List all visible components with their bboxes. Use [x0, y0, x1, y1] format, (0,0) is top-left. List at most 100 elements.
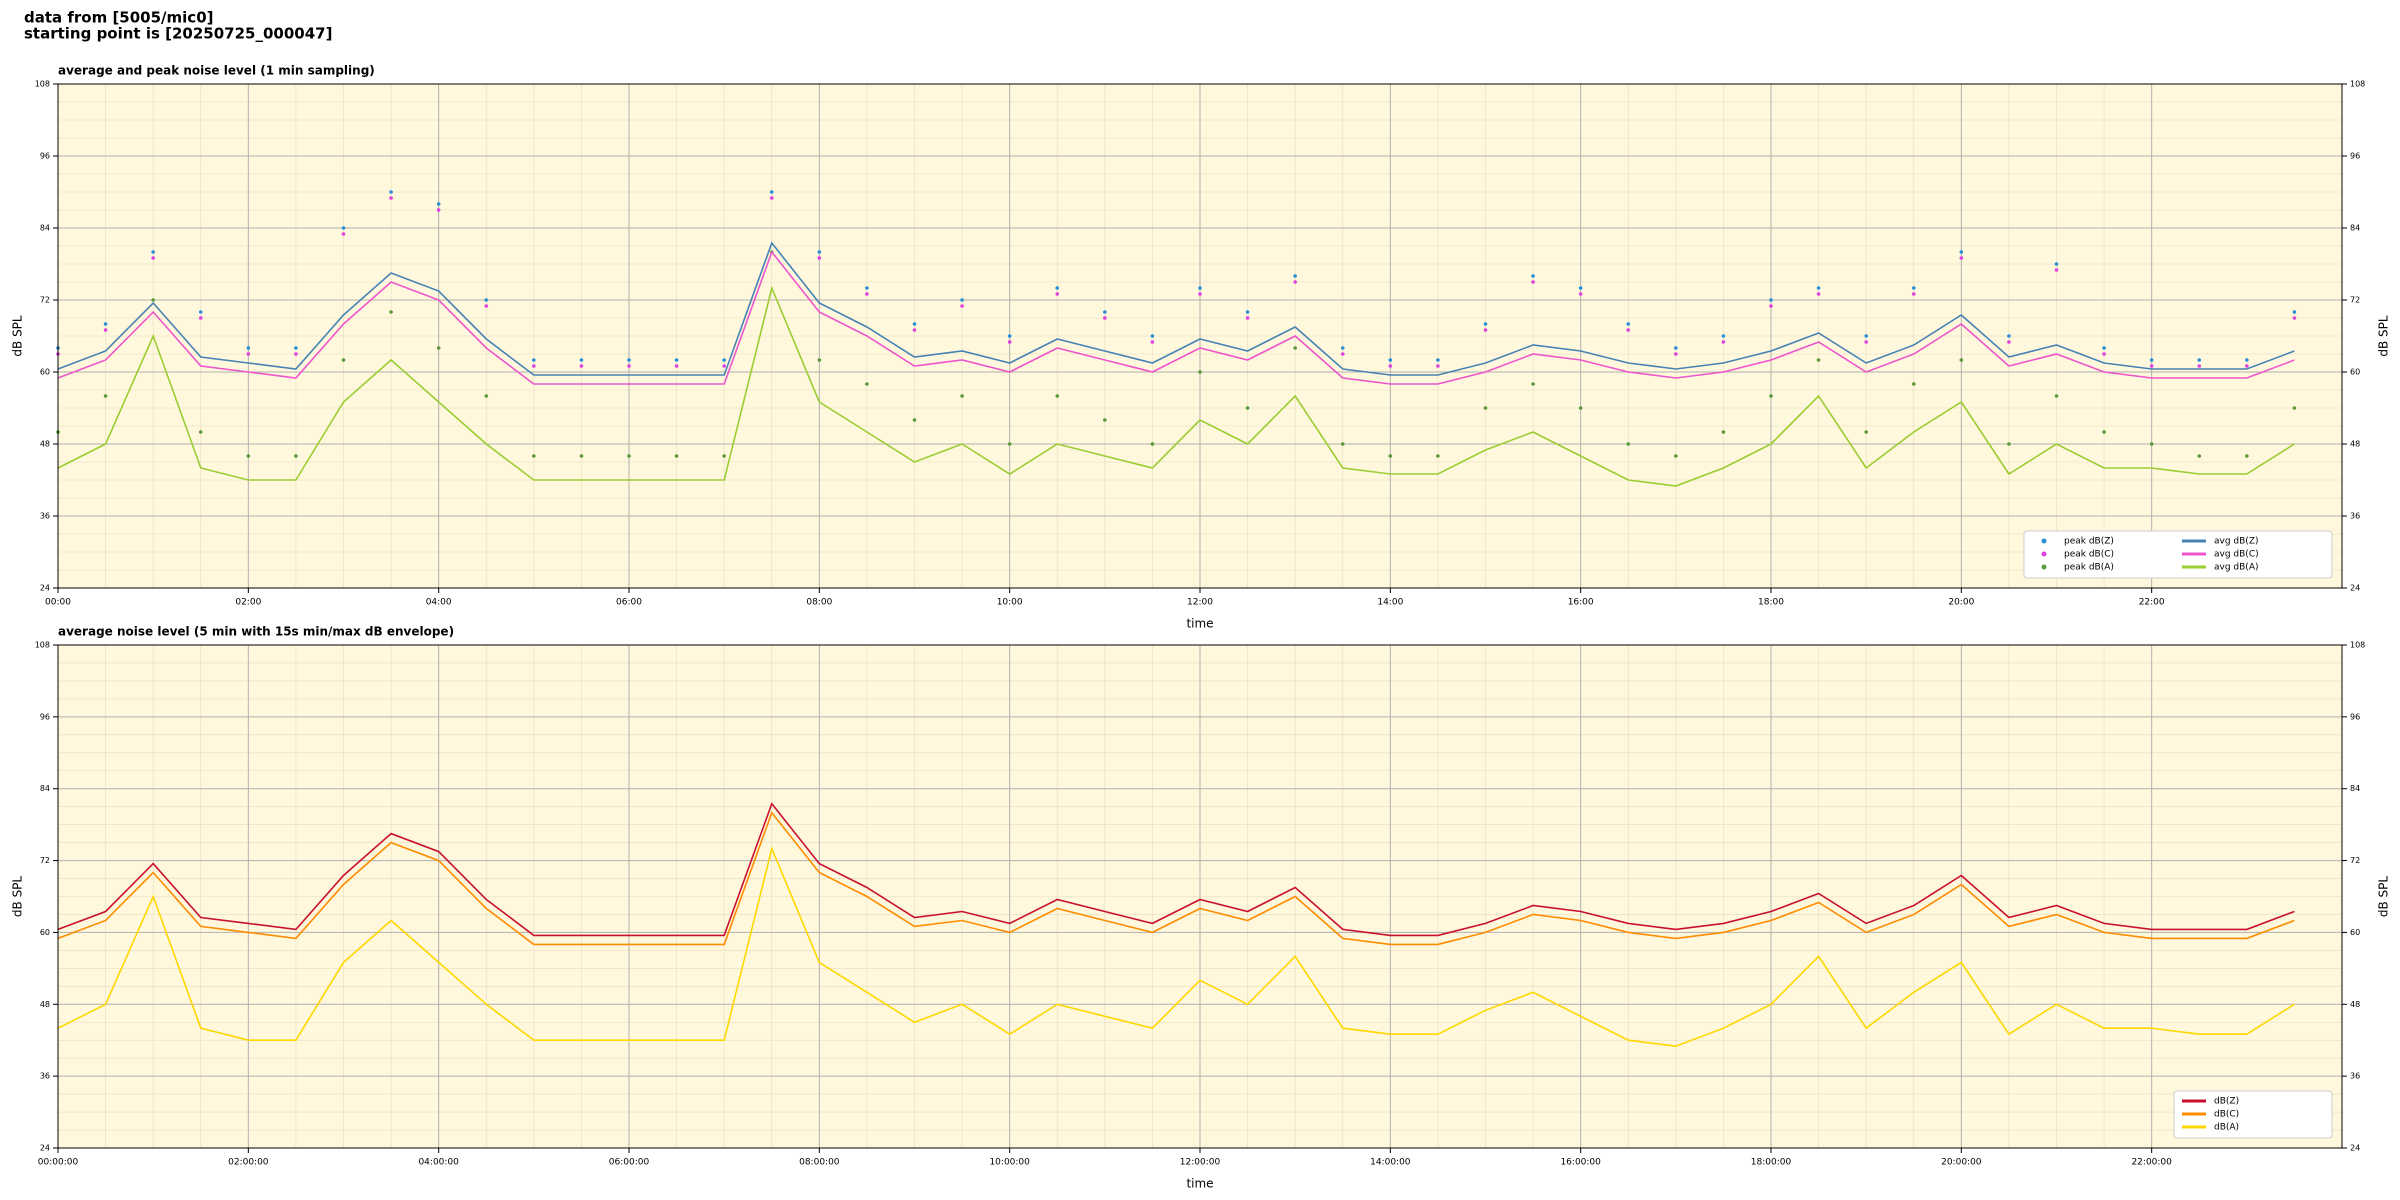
x-axis-label: time: [1186, 1177, 1213, 1191]
peak-point: [1959, 256, 1964, 260]
peak-point: [627, 454, 631, 458]
peak-point: [1483, 322, 1488, 326]
x-tick-label: 10:00: [997, 598, 1023, 608]
peak-point: [1864, 340, 1868, 344]
legend-box: [2173, 1090, 2333, 1139]
peak-point: [198, 430, 203, 434]
peak-point: [198, 310, 203, 314]
series-line: [57, 250, 2295, 385]
peak-point: [579, 358, 584, 362]
peak-point: [1340, 352, 1345, 356]
peak-point: [103, 322, 108, 326]
peak-point: [865, 382, 869, 386]
peak-point: [1531, 382, 1535, 386]
y2-tick-label: 96: [2350, 152, 2360, 161]
peak-point: [103, 394, 108, 398]
peak-point: [389, 196, 393, 200]
peak-point: [817, 250, 822, 254]
y2-tick-label: 24: [2350, 1144, 2360, 1153]
peak-point: [1816, 292, 1821, 296]
peak-point: [912, 328, 917, 332]
peak-point: [389, 190, 393, 194]
y-axis-label: dB SPL: [11, 876, 25, 918]
peak-point: [1007, 334, 1012, 338]
peak-point: [2292, 406, 2297, 410]
peak-point: [627, 358, 631, 362]
y2-tick-label: 72: [2350, 296, 2360, 305]
header-source: data from [5005/mic0]: [24, 9, 214, 27]
peak-point: [1055, 394, 1060, 398]
x-tick-label: 22:00: [2139, 598, 2165, 608]
y2-tick-label: 84: [2350, 784, 2360, 793]
peak-point: [1198, 370, 1202, 374]
x-tick-label: 10:00:00: [989, 1158, 1030, 1168]
peak-point: [2054, 262, 2059, 266]
peak-point: [1578, 292, 1583, 296]
peak-point: [1340, 442, 1345, 446]
peak-point: [674, 358, 679, 362]
x-tick-label: 02:00:00: [228, 1158, 269, 1168]
peak-point: [2245, 454, 2249, 458]
legend-marker: [2041, 564, 2047, 570]
peak-point: [960, 304, 964, 308]
peak-point: [2149, 358, 2154, 362]
legend-label: avg dB(C): [2214, 550, 2259, 560]
peak-point: [1626, 442, 1631, 446]
peak-point: [2007, 334, 2011, 338]
peak-point: [2245, 364, 2249, 368]
x-tick-label: 22:00:00: [2131, 1158, 2172, 1168]
peak-point: [2197, 454, 2202, 458]
peak-point: [2102, 352, 2106, 356]
peak-point: [579, 454, 584, 458]
peak-point: [246, 352, 251, 356]
y-tick-label: 84: [40, 784, 50, 793]
peak-point: [2102, 346, 2106, 350]
x-tick-label: 00:00:00: [38, 1158, 79, 1168]
y-tick-label: 72: [40, 856, 50, 865]
x-tick-label: 08:00:00: [799, 1158, 840, 1168]
y-tick-label: 36: [40, 1072, 50, 1081]
chart-title: average noise level (5 min with 15s min/…: [58, 625, 454, 639]
peak-point: [1245, 316, 1250, 320]
series-line: [57, 811, 2295, 946]
x-tick-label: 08:00: [806, 598, 832, 608]
peak-point: [1436, 358, 1440, 362]
peak-point: [1769, 304, 1773, 308]
peak-point: [532, 358, 536, 362]
y-tick-label: 84: [40, 224, 50, 233]
peak-point: [1483, 406, 1488, 410]
y2-tick-label: 48: [2350, 1000, 2360, 1009]
legend-marker: [2041, 538, 2047, 544]
peak-point: [2197, 358, 2202, 362]
peak-point: [865, 292, 869, 296]
series-line: [57, 802, 2295, 937]
peak-point: [1578, 406, 1583, 410]
peak-point: [246, 454, 251, 458]
peak-point: [532, 454, 536, 458]
peak-point: [1055, 286, 1060, 290]
peak-point: [1578, 286, 1583, 290]
y-tick-label: 48: [40, 1000, 50, 1009]
legend-label: avg dB(Z): [2214, 537, 2259, 547]
chart-title: average and peak noise level (1 min samp…: [58, 64, 375, 78]
y-tick-label: 24: [40, 1144, 50, 1153]
x-tick-label: 00:00: [45, 598, 71, 608]
peak-point: [1103, 316, 1107, 320]
peak-point: [1293, 346, 1297, 350]
series-line: [57, 285, 2295, 487]
legend-marker: [2041, 551, 2047, 557]
peak-point: [1626, 322, 1631, 326]
peak-point: [1150, 334, 1155, 338]
peak-point: [436, 346, 441, 350]
peak-point: [2054, 268, 2059, 272]
y-tick-label: 72: [40, 296, 50, 305]
peak-point: [579, 364, 584, 368]
x-tick-label: 16:00: [1568, 598, 1594, 608]
peak-point: [722, 364, 726, 368]
peak-point: [1245, 310, 1250, 314]
peak-point: [2102, 430, 2106, 434]
peak-point: [2007, 340, 2011, 344]
peak-point: [817, 256, 822, 260]
peak-point: [1959, 250, 1964, 254]
y2-tick-label: 72: [2350, 856, 2360, 865]
